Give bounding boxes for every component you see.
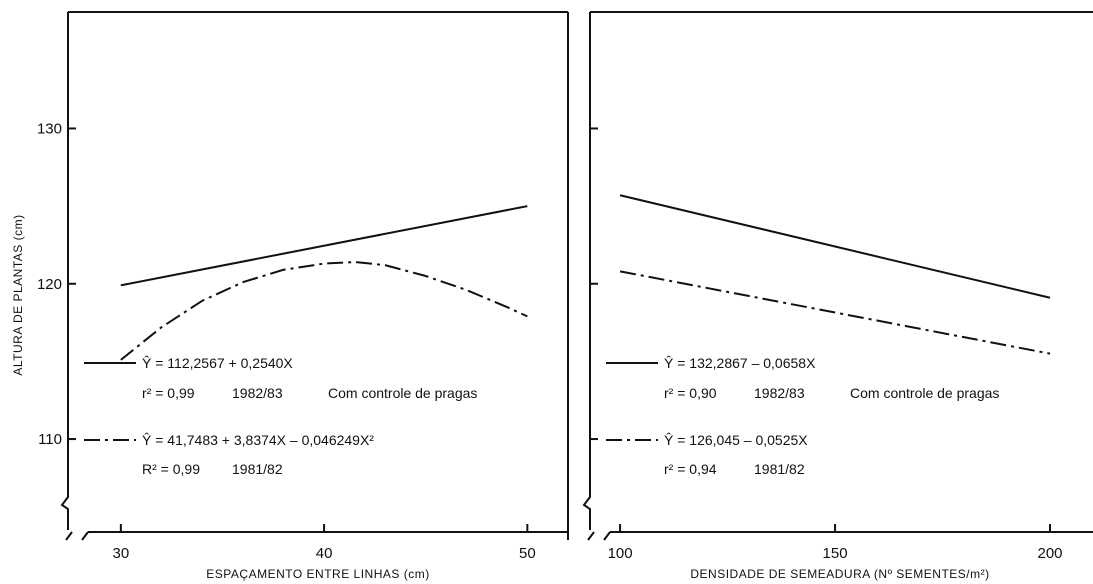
right-panel: DENSIDADE DE SEMEADURA (Nº SEMENTES/m²) … (582, 11, 1093, 581)
left-x-tick-label: 40 (316, 545, 333, 562)
left-x-axis (65, 531, 568, 541)
right-series-solid-line (619, 194, 1051, 299)
y-axis-title: ALTURA DE PLANTAS (cm) (11, 214, 25, 375)
right-x-tick-label: 100 (608, 545, 633, 562)
left-series-dash-dot-line (120, 261, 528, 361)
right-legend-r-squared: r² = 0,90 (664, 385, 717, 401)
left-x-tick-label: 30 (113, 545, 130, 562)
left-x-axis-title: ESPAÇAMENTO ENTRE LINHAS (cm) (206, 567, 429, 581)
right-legend-year: 1981/82 (754, 461, 805, 477)
left-panel: ESPAÇAMENTO ENTRE LINHAS (cm) 30 40 50 110 1… (37, 11, 569, 581)
right-y-axis (582, 12, 591, 530)
right-legend-equation: Ŷ = 126,045 – 0,0525X (664, 432, 808, 448)
y-tick-label: 110 (38, 431, 62, 448)
left-legend-equation: Ŷ = 112,2567 + 0,2540X (142, 355, 293, 371)
left-legend-year: 1981/82 (232, 461, 283, 477)
left-legend-note: Com controle de pragas (328, 385, 477, 401)
right-x-tick-label: 150 (823, 545, 848, 562)
left-x-tick-label: 50 (519, 545, 536, 562)
right-legend-year: 1982/83 (754, 385, 805, 401)
left-series-solid-line (120, 205, 528, 287)
left-legend-equation: Ŷ = 41,7483 + 3,8374X – 0,046249X² (142, 432, 374, 448)
y-tick-label: 130 (37, 120, 62, 137)
right-x-axis-title: DENSIDADE DE SEMEADURA (Nº SEMENTES/m²) (690, 567, 989, 581)
right-legend-equation: Ŷ = 132,2867 – 0,0658X (664, 355, 816, 371)
right-x-axis (587, 531, 1093, 541)
left-legend-year: 1982/83 (232, 385, 283, 401)
right-x-tick-label: 200 (1037, 545, 1062, 562)
left-legend-r-squared: r² = 0,99 (142, 385, 195, 401)
right-series-dash-dot-line (619, 270, 1051, 355)
right-legend-r-squared: r² = 0,94 (664, 461, 717, 477)
left-y-axis (60, 12, 69, 530)
y-tick-label: 120 (37, 276, 62, 293)
right-legend-note: Com controle de pragas (850, 385, 999, 401)
left-legend-r-squared: R² = 0,99 (142, 461, 200, 477)
